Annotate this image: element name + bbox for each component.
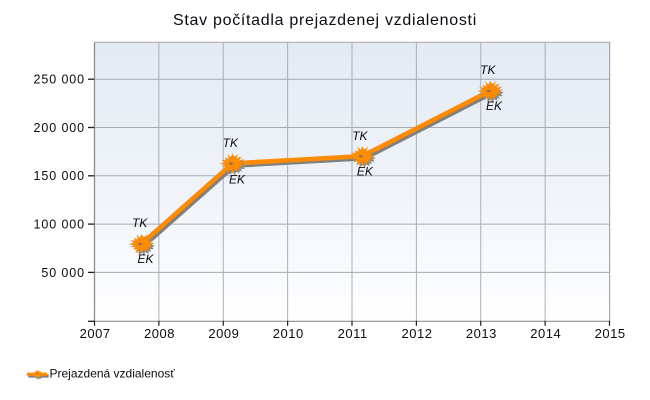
svg-text:TK: TK [480, 63, 496, 77]
svg-text:2007: 2007 [80, 326, 111, 341]
svg-text:2011: 2011 [338, 326, 368, 341]
svg-text:EK: EK [486, 99, 503, 113]
svg-text:50 000: 50 000 [41, 266, 85, 280]
svg-text:250 000: 250 000 [34, 73, 85, 87]
svg-text:Stav počítadla prejazdenej vzd: Stav počítadla prejazdenej vzdialenosti [173, 12, 477, 29]
svg-text:2014: 2014 [530, 326, 561, 341]
svg-text:150 000: 150 000 [34, 169, 85, 183]
svg-text:2012: 2012 [402, 326, 433, 341]
svg-text:EK: EK [137, 252, 154, 266]
svg-text:2015: 2015 [595, 326, 626, 341]
svg-text:TK: TK [223, 136, 239, 150]
svg-text:EK: EK [229, 173, 246, 187]
svg-text:200 000: 200 000 [34, 121, 85, 135]
svg-text:2009: 2009 [208, 326, 239, 341]
svg-text:EK: EK [357, 164, 374, 178]
svg-text:TK: TK [352, 129, 368, 143]
svg-text:Prejazdená vzdialenosť: Prejazdená vzdialenosť [50, 367, 176, 381]
svg-text:2008: 2008 [144, 326, 175, 341]
svg-text:100 000: 100 000 [34, 218, 85, 232]
svg-text:TK: TK [132, 216, 148, 230]
svg-text:2010: 2010 [273, 326, 304, 341]
svg-text:2013: 2013 [466, 326, 497, 341]
